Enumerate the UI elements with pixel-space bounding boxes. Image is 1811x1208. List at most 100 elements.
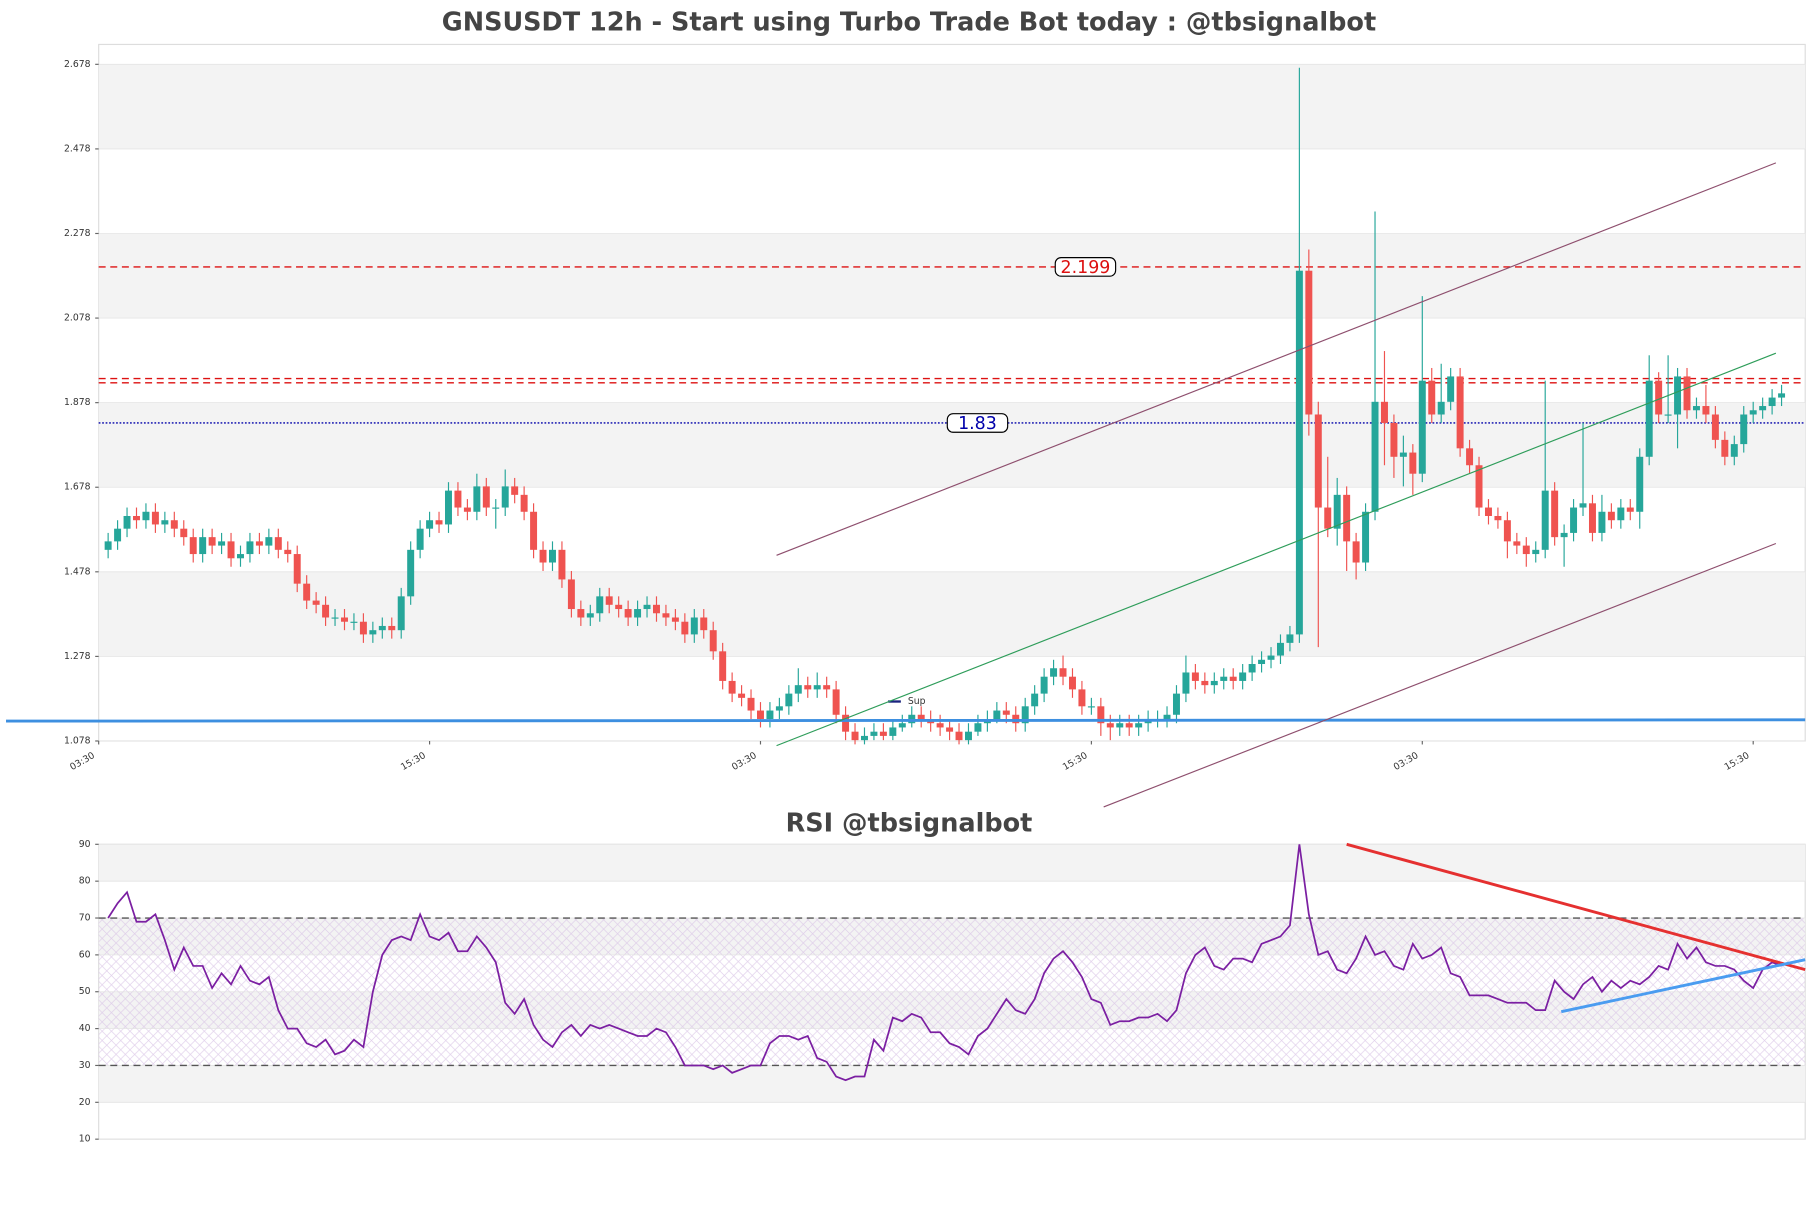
y-tick-label: 2.078 (64, 313, 91, 324)
candle-body (1267, 655, 1275, 660)
candle-body (1588, 503, 1596, 533)
x-tick-label: 15:30 (1061, 750, 1090, 773)
candle-body (1068, 676, 1076, 690)
candle-body (1607, 511, 1615, 521)
candle-body (804, 685, 812, 690)
candle-body (1362, 511, 1370, 563)
candle-body (1333, 494, 1341, 529)
candle-body (624, 609, 632, 618)
candle-body (946, 727, 954, 732)
candle-body (331, 617, 339, 619)
candle-body (908, 714, 916, 724)
candle-body (1503, 520, 1511, 542)
candle-body (1683, 376, 1691, 411)
candle-body (104, 541, 112, 550)
candle-body (1541, 490, 1549, 550)
candle-body (312, 600, 320, 605)
candle-body (728, 680, 736, 694)
candle-body (218, 541, 226, 546)
candle-body (1390, 422, 1398, 457)
candle-body (936, 723, 944, 728)
candle-body (123, 515, 131, 529)
candle-body (643, 604, 651, 610)
candle-body (482, 486, 490, 508)
candle-body (1239, 672, 1247, 681)
chart-title: GNSUSDT 12h - Start using Turbo Trade Bo… (442, 8, 1376, 38)
candle-body (426, 520, 434, 529)
candle-body (690, 617, 698, 635)
candle-body (1201, 680, 1209, 686)
candle-body (898, 723, 906, 728)
candle-body (539, 549, 547, 563)
candle-body (1182, 672, 1190, 694)
candle-body (1645, 380, 1653, 457)
level-label-box (946, 413, 1009, 433)
candle-body (1295, 270, 1303, 635)
candle-body (1626, 507, 1634, 512)
candle-body (558, 549, 566, 580)
candle-body (1220, 676, 1228, 681)
candle-body (511, 486, 519, 495)
candle-body (397, 596, 405, 631)
candle-body (1598, 511, 1606, 533)
candle-body (738, 693, 746, 698)
level-label-box (1054, 257, 1117, 277)
candle-body (284, 549, 292, 555)
y-tick-label: 1.678 (64, 482, 91, 493)
candle-body (653, 604, 660, 614)
candle-body (1778, 393, 1786, 398)
rsi-title: RSI @tbsignalbot (786, 809, 1033, 839)
candle-body (1286, 634, 1294, 643)
candle-body (1428, 380, 1436, 415)
trend-line (1560, 958, 1806, 1014)
candle-body (407, 549, 415, 597)
candle-body (1399, 452, 1407, 457)
candle-body (350, 621, 358, 623)
candle-body (1106, 723, 1114, 728)
candle-body (1702, 406, 1710, 415)
candle-body (1749, 410, 1757, 415)
trend-line (1103, 542, 1777, 808)
candle-body (1210, 680, 1218, 686)
y-tick-label: 10 (79, 1134, 91, 1145)
candle-body (1031, 693, 1039, 707)
candle-body (369, 630, 377, 635)
candle-body (246, 541, 254, 555)
candle-body (1059, 668, 1067, 677)
candle-body (1551, 490, 1559, 538)
candle-body (870, 731, 878, 736)
candle-body (1513, 541, 1521, 546)
candle-body (1692, 406, 1700, 411)
candle-body (615, 604, 623, 610)
candle-body (1418, 380, 1426, 474)
candle-body (255, 541, 263, 546)
candle-body (530, 511, 538, 550)
candle-body (463, 507, 471, 512)
x-tick-label: 03:30 (730, 750, 759, 773)
candle-body (1229, 676, 1237, 681)
candle-body (1163, 714, 1171, 719)
candle-body (775, 706, 783, 711)
y-tick-label: 50 (79, 986, 91, 997)
candle-body (1078, 689, 1086, 707)
candle-body (1456, 376, 1464, 449)
candle-body (757, 710, 764, 719)
candle-body (359, 621, 367, 635)
candle-body (1664, 414, 1672, 416)
candle-body (709, 630, 717, 652)
candle-body (265, 537, 273, 546)
candle-body (1050, 668, 1058, 677)
y-tick-label: 1.278 (64, 651, 91, 662)
candle-body (454, 490, 462, 508)
y-tick-label: 2.278 (64, 228, 91, 239)
candle-body (1314, 414, 1322, 508)
grid-band (98, 64, 1806, 149)
candle-body (1655, 380, 1663, 415)
x-tick-label: 15:30 (1723, 750, 1752, 773)
candle-body (851, 731, 859, 741)
candle-body (1276, 642, 1284, 656)
candle-body (1759, 406, 1767, 411)
level-label: 2.199 (1061, 258, 1111, 278)
candle-body (227, 541, 235, 559)
candle-body (785, 693, 793, 707)
